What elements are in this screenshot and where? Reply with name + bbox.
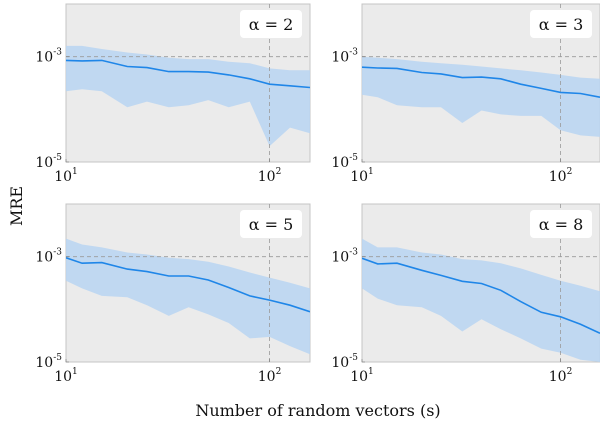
y-tick-label: 10-5 [35, 153, 62, 171]
y-tick-label: 10-3 [331, 48, 358, 66]
y-tick-label: 10-3 [35, 48, 62, 66]
y-tick-label: 10-3 [331, 248, 358, 266]
panel-label: α = 2 [249, 15, 294, 34]
y-tick-label: 10-5 [331, 353, 358, 371]
y-tick-label: 10-5 [35, 353, 62, 371]
x-tick-label: 101 [54, 167, 78, 185]
panel-label-box [530, 210, 592, 238]
panel-label-box [240, 10, 302, 38]
mre-series-line [362, 66, 600, 98]
x-tick-label: 102 [549, 167, 573, 185]
mre-series-line [66, 59, 310, 89]
panel-label: α = 3 [539, 15, 584, 34]
confidence-band [66, 238, 310, 355]
panel-label-box [240, 210, 302, 238]
x-tick-label: 102 [549, 367, 573, 385]
x-tick-label: 101 [350, 367, 374, 385]
x-tick-label: 101 [54, 367, 78, 385]
panel-3: 10-5 10-3 101 102 α = 5 [35, 203, 311, 385]
mre-series-line [362, 257, 600, 335]
panel-2: 10-5 10-3 101 102 α = 3 [331, 3, 600, 185]
panel-label: α = 8 [539, 215, 584, 234]
y-tick-label: 10-3 [35, 248, 62, 266]
confidence-band [66, 45, 310, 147]
x-tick-label: 102 [258, 367, 282, 385]
x-axis-label: Number of random vectors (s) [195, 401, 440, 420]
x-tick-label: 101 [350, 167, 374, 185]
panel-label: α = 5 [249, 215, 294, 234]
panel-1: 10-5 10-3 101 102 α = 2 [35, 3, 311, 185]
mre-series-line [66, 257, 310, 313]
confidence-band [362, 56, 600, 137]
y-axis-label: MRE [7, 186, 26, 226]
panel-4: 10-5 10-3 101 102 α = 8 [331, 203, 600, 385]
panel-label-box [530, 10, 592, 38]
y-tick-label: 10-5 [331, 153, 358, 171]
x-tick-label: 102 [258, 167, 282, 185]
